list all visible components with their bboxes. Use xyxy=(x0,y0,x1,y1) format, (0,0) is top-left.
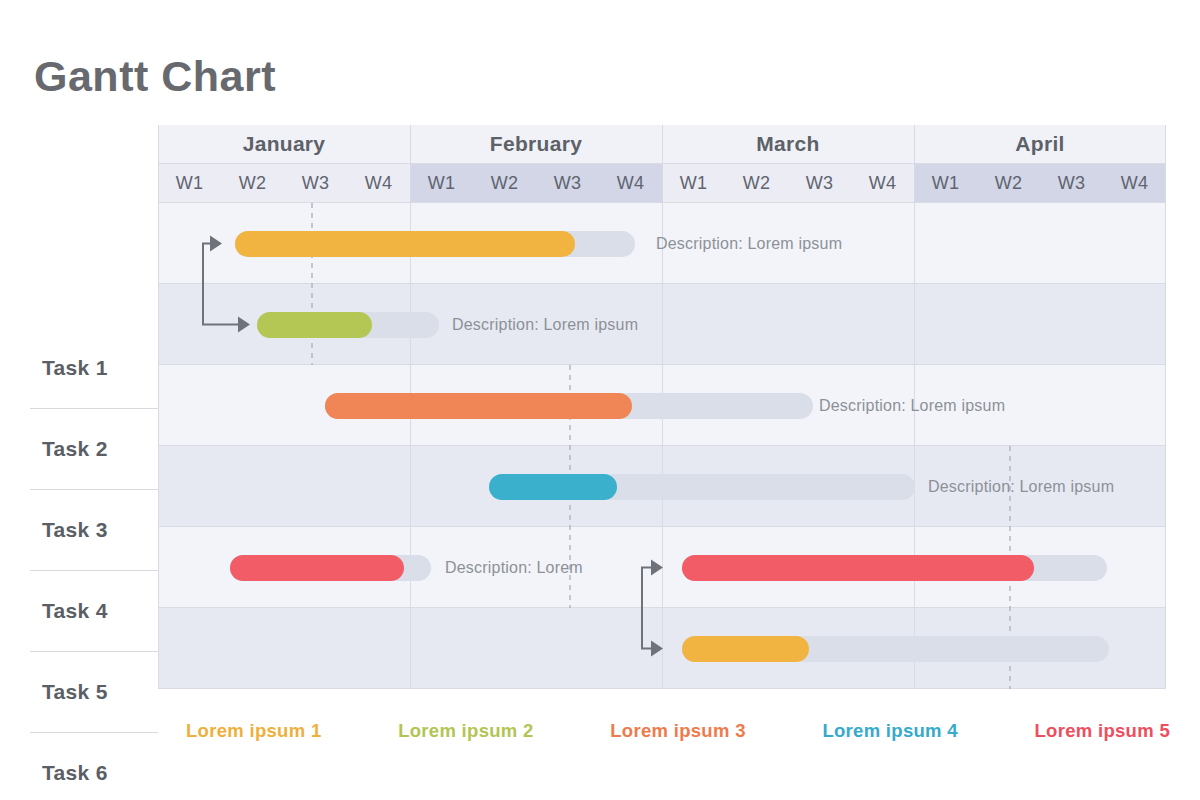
week-header: W3 xyxy=(284,164,347,202)
week-header: W3 xyxy=(1040,164,1103,202)
week-group-february: W1W2W3W4 xyxy=(410,164,662,202)
week-group-april: W1W2W3W4 xyxy=(914,164,1166,202)
month-header-january: January xyxy=(158,125,410,163)
month-grid-line xyxy=(662,203,663,689)
week-header: W1 xyxy=(410,164,473,202)
week-header: W4 xyxy=(599,164,662,202)
week-group-march: W1W2W3W4 xyxy=(662,164,914,202)
week-header: W4 xyxy=(851,164,914,202)
month-grid-line xyxy=(1165,125,1166,203)
week-header: W2 xyxy=(725,164,788,202)
gantt-rows-area: Description: Lorem ipsumDescription: Lor… xyxy=(158,203,1166,689)
task-label: Task 6 xyxy=(30,733,158,800)
gantt-grid: JanuaryFebruaryMarchApril W1W2W3W4W1W2W3… xyxy=(158,125,1166,689)
task-label: Task 5 xyxy=(30,652,158,733)
legend-item: Lorem ipsum 4 xyxy=(822,720,958,742)
week-group-january: W1W2W3W4 xyxy=(158,164,410,202)
week-header: W1 xyxy=(158,164,221,202)
legend-item: Lorem ipsum 3 xyxy=(610,720,746,742)
week-header: W1 xyxy=(914,164,977,202)
month-header-april: April xyxy=(914,125,1166,163)
week-header: W1 xyxy=(662,164,725,202)
task-label-column: Task 1Task 2Task 3Task 4Task 5Task 6 xyxy=(30,328,158,800)
week-header: W4 xyxy=(347,164,410,202)
week-header: W2 xyxy=(221,164,284,202)
legend-item: Lorem ipsum 2 xyxy=(398,720,534,742)
task-label: Task 3 xyxy=(30,490,158,571)
task-label: Task 4 xyxy=(30,571,158,652)
week-header: W4 xyxy=(1103,164,1166,202)
week-header: W3 xyxy=(536,164,599,202)
month-grid-line xyxy=(158,125,159,203)
legend: Lorem ipsum 1 Lorem ipsum 2 Lorem ipsum 3 L… xyxy=(186,720,1170,742)
task-label: Task 2 xyxy=(30,409,158,490)
week-header: W2 xyxy=(473,164,536,202)
month-grid-line xyxy=(158,203,159,689)
month-header-march: March xyxy=(662,125,914,163)
month-grid-line xyxy=(410,125,411,203)
month-grid-line xyxy=(1165,203,1166,689)
month-header-february: February xyxy=(410,125,662,163)
task-label: Task 1 xyxy=(30,328,158,409)
legend-item: Lorem ipsum 5 xyxy=(1035,720,1171,742)
legend-item: Lorem ipsum 1 xyxy=(186,720,322,742)
month-grid-line xyxy=(410,203,411,689)
month-grid-line xyxy=(662,125,663,203)
month-grid-line xyxy=(914,203,915,689)
gantt-infographic: Gantt Chart Task 1Task 2Task 3Task 4Task… xyxy=(0,0,1200,800)
page-title: Gantt Chart xyxy=(34,52,276,100)
month-grid-line xyxy=(914,125,915,203)
week-header: W2 xyxy=(977,164,1040,202)
week-header: W3 xyxy=(788,164,851,202)
